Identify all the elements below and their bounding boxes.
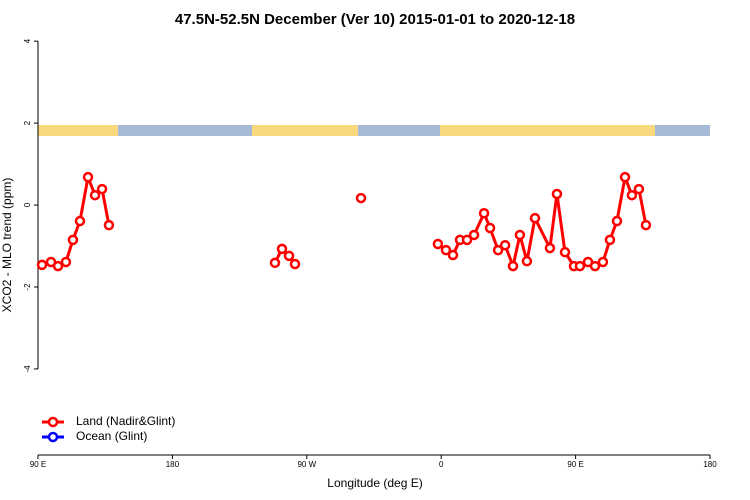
data-point [355, 192, 367, 204]
data-point [269, 257, 281, 269]
x-tick-label: 180 [166, 460, 180, 469]
data-point [619, 171, 631, 183]
data-point [52, 260, 64, 272]
legend-marker [47, 416, 59, 428]
data-point [468, 229, 480, 241]
y-axis-label: XCO2 - MLO trend (ppm) [0, 178, 14, 313]
data-point [597, 256, 609, 268]
y-tick-label: 2 [23, 120, 32, 125]
data-point [633, 183, 645, 195]
data-point [447, 249, 459, 261]
data-point [551, 188, 563, 200]
data-point [276, 243, 288, 255]
data-point [461, 234, 473, 246]
legend-label: Ocean (Glint) [76, 429, 147, 443]
y-tick-label: -2 [23, 283, 32, 291]
data-point [529, 212, 541, 224]
data-point [67, 234, 79, 246]
y-tick-label: -4 [23, 365, 32, 373]
legend-marker [47, 431, 59, 443]
x-tick-label: 90 E [30, 460, 46, 469]
data-point [492, 244, 504, 256]
data-point [478, 207, 490, 219]
x-tick-label: 0 [439, 460, 444, 469]
data-point [640, 219, 652, 231]
data-point [82, 171, 94, 183]
data-point [574, 260, 586, 272]
data-point [89, 189, 101, 201]
x-tick-label: 90 W [297, 460, 316, 469]
x-tick-label: 90 E [567, 460, 583, 469]
data-point [499, 239, 511, 251]
data-point [484, 222, 496, 234]
data-point [74, 215, 86, 227]
data-point [521, 255, 533, 267]
x-tick-label: 180 [703, 460, 717, 469]
y-tick-label: 0 [23, 202, 32, 207]
x-axis-label: Longitude (deg E) [327, 476, 422, 490]
legend-label: Land (Nadir&Glint) [76, 414, 175, 428]
data-point [589, 260, 601, 272]
data-point [544, 242, 556, 254]
land-sea-strip [38, 125, 710, 136]
data-point [514, 229, 526, 241]
data-point [559, 246, 571, 258]
data-point [103, 219, 115, 231]
data-point [289, 258, 301, 270]
data-point [283, 250, 295, 262]
data-point [626, 189, 638, 201]
chart-title: 47.5N-52.5N December (Ver 10) 2015-01-01… [175, 11, 575, 28]
data-point [440, 244, 452, 256]
data-point [96, 183, 108, 195]
data-point [611, 215, 623, 227]
y-tick-label: 4 [23, 38, 32, 43]
data-point [604, 234, 616, 246]
data-point [507, 260, 519, 272]
data-point [36, 259, 48, 271]
data-point [432, 238, 444, 250]
data-point [60, 256, 72, 268]
